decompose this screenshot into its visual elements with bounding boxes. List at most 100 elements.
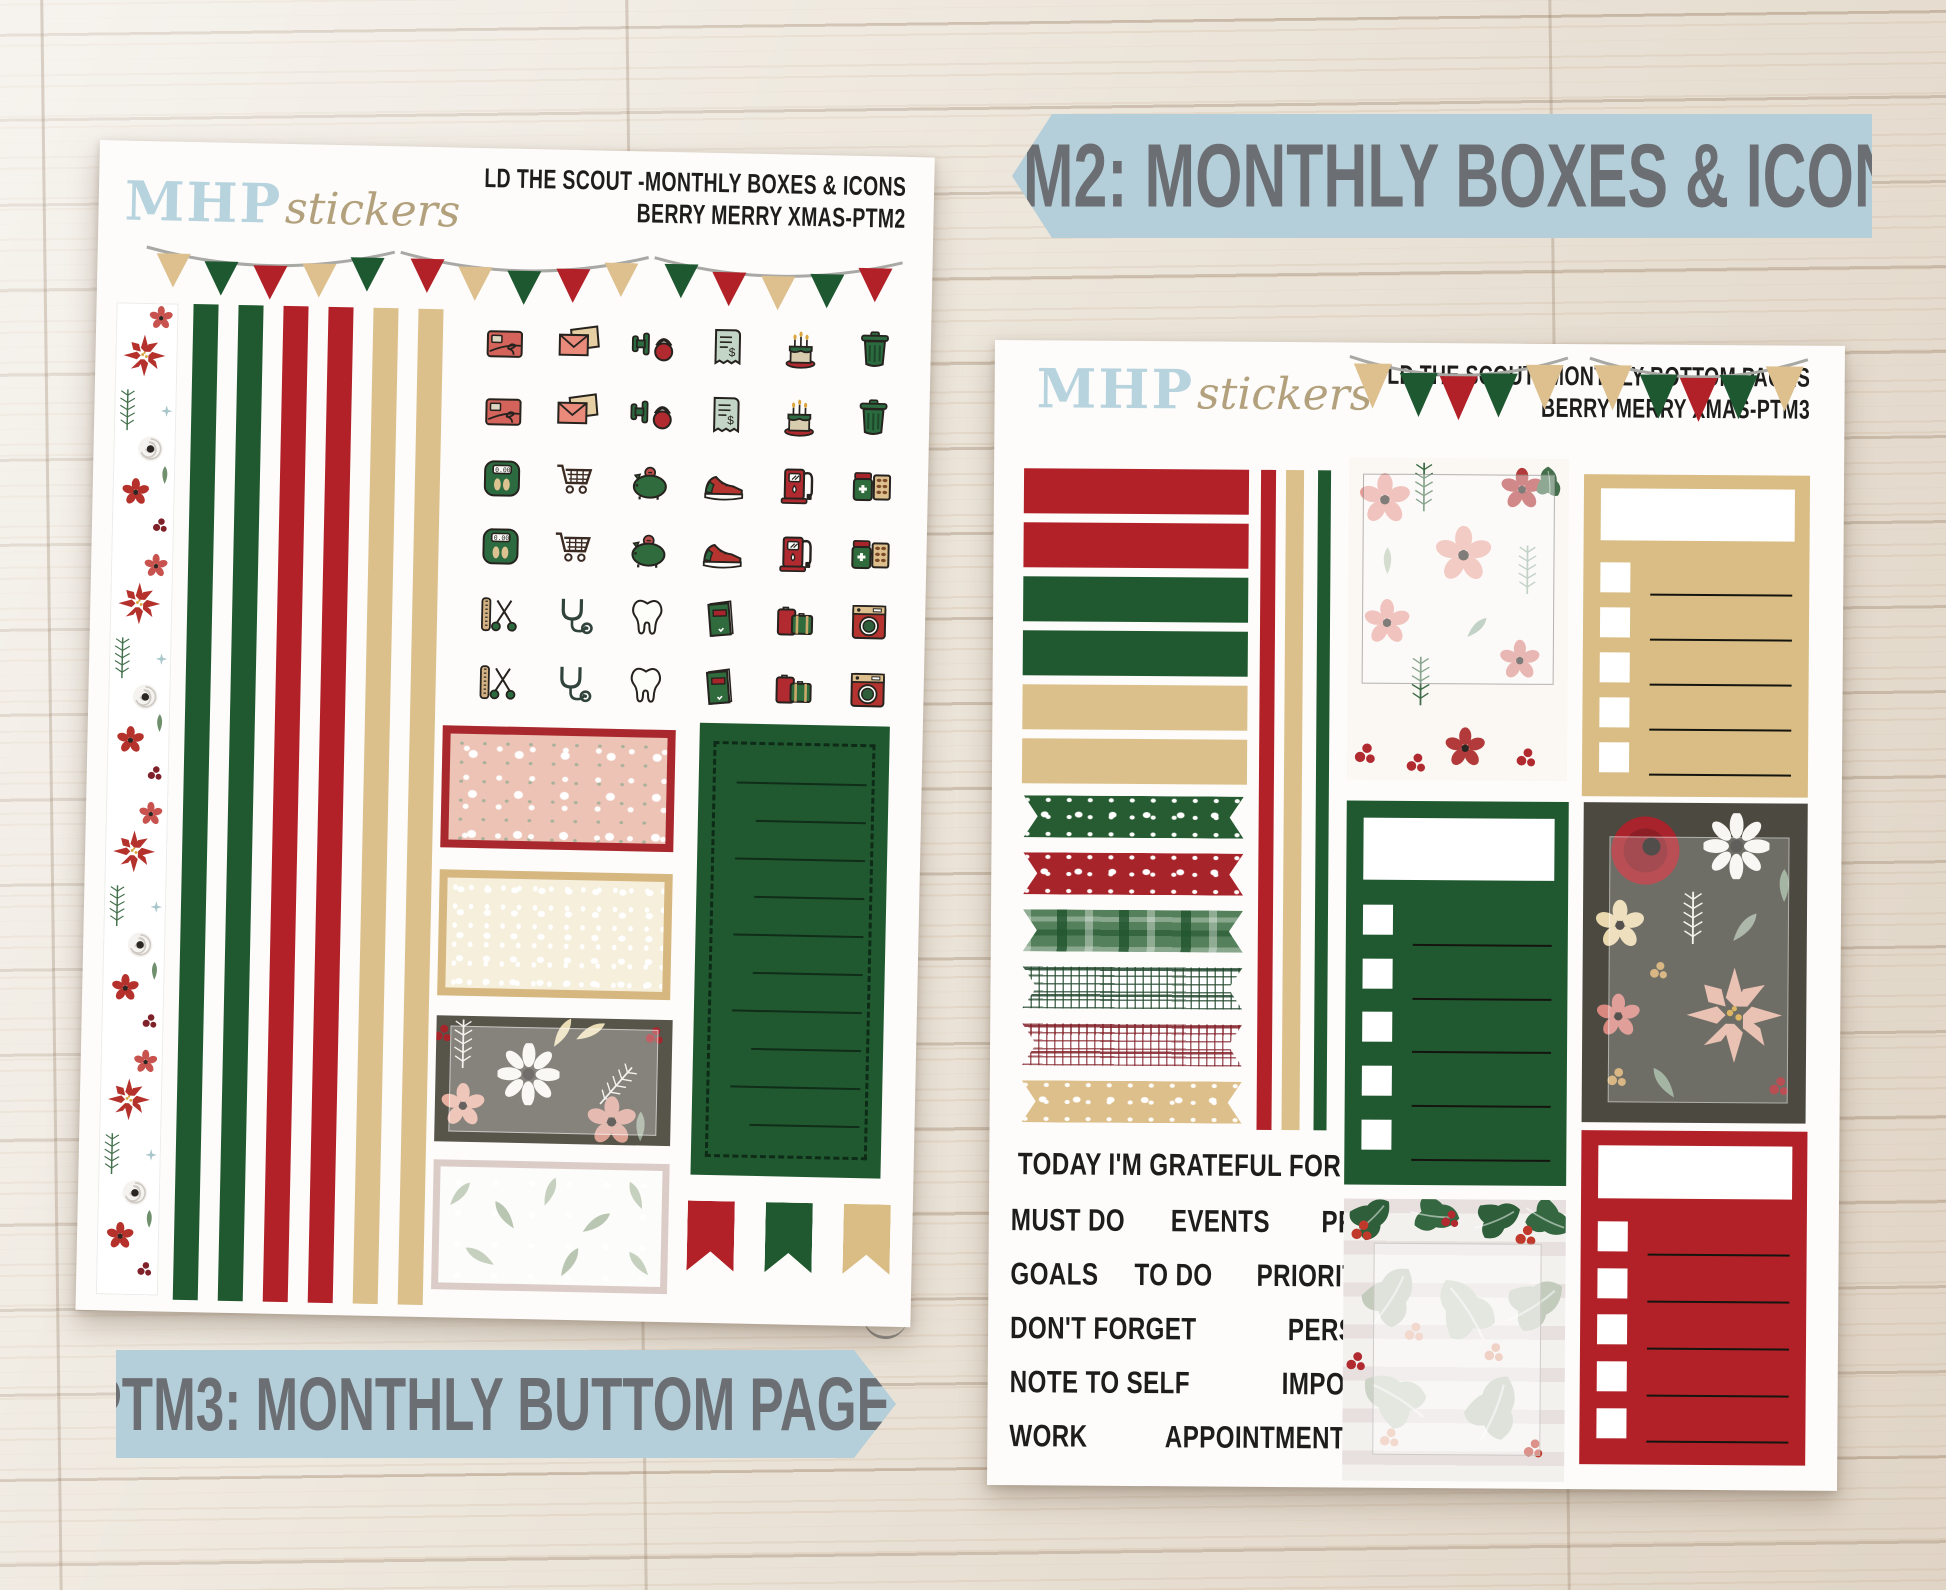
washing-machine-icon [843,666,892,715]
vellum-overlay [1607,836,1790,1104]
stethoscope-icon [549,592,598,641]
flag-sticker-green [764,1202,812,1273]
stripe-sticker-red [307,306,354,1304]
callout-label-ptm2-text: PTM2: MONTHLY BOXES & ICONS [945,125,1939,227]
scale-icon [478,454,527,503]
word-goals: GOALS [1010,1256,1099,1292]
bar-sticker-green [1022,630,1248,677]
scale-icon [476,522,525,571]
banner-swag [654,256,903,311]
gift-icon [479,386,528,435]
cart-icon [550,524,599,573]
sticker-sheet-ptm2: MHP stickers LD THE SCOUT -MONTHLY BOXES… [75,140,935,1328]
gift-icon [480,318,529,367]
banner-swag [146,245,396,300]
stripe-sticker-red [262,305,309,1303]
washi-green-plaid [1023,909,1243,953]
bar-sticker-red [1023,522,1249,569]
luggage-icon [769,664,818,713]
stripe-sticker-green [217,304,264,1302]
comb-scissors-icon [473,658,522,707]
gas-pump-icon [773,460,822,509]
flag-sticker-tan [842,1204,890,1275]
vellum-overlay [448,1025,659,1136]
receipt-icon [701,391,750,440]
receipt-icon [702,323,751,372]
pink-floral-box-sticker [1346,457,1570,782]
sneaker-icon [698,527,747,576]
stethoscope-icon [547,660,596,709]
word-events: EVENTS [1171,1203,1271,1239]
pennant-banner-sticker [1346,346,1811,425]
bar-sticker-green [1023,576,1249,623]
weights-icon [628,321,677,370]
vellum-overlay [1372,1242,1542,1456]
logo-mhp-text: MHP [124,168,283,236]
thin-stripe-red [1256,469,1277,1130]
book-icon [695,663,744,712]
piggy-bank-icon [624,525,673,574]
weights-icon [627,389,676,438]
pink-floral-box-sticker [440,725,676,853]
medicine-icon [847,462,896,511]
trash-icon [850,326,899,375]
banner-swag [1349,355,1569,421]
green-lined-notes-sticker [690,722,890,1179]
tan-checklist-box-sticker [1581,474,1811,798]
holly-floral-box-sticker [1342,1198,1567,1483]
washi-tan-dots [1022,1080,1242,1124]
washi-green-dots [1024,795,1244,839]
cake-icon [776,324,825,373]
thin-stripe-tan [1281,470,1305,1131]
vellum-overlay [1361,473,1556,685]
checklist-header-bar [1597,1145,1793,1201]
flag-sticker-red [686,1201,734,1272]
pennant-banner-sticker [143,239,906,323]
checklist-header-bar [1362,817,1555,881]
red-checklist-box-sticker [1579,1130,1808,1466]
sneaker-icon [699,459,748,508]
dark-poinsettia-box-sticker [1581,802,1808,1124]
callout-label-ptm2: PTM2: MONTHLY BOXES & ICONS [1012,114,1872,238]
plank-seam [39,0,64,1590]
gas-pump-icon [772,528,821,577]
medicine-icon [846,530,895,579]
cart-icon [551,456,600,505]
tooth-icon [623,593,672,642]
bar-sticker-tan [1021,738,1248,785]
washi-green-grid [1022,966,1242,1010]
sheet-header: LD THE SCOUT -MONTHLY BOXES & ICONS BERR… [319,159,906,236]
banner-swag [400,250,650,305]
word-note-to-self: NOTE TO SELF [1009,1364,1191,1401]
stripe-sticker-green [172,303,219,1301]
thin-stripe-green [1313,470,1332,1131]
bar-sticker-red [1023,468,1250,515]
stitch-border [704,740,876,1161]
washi-red-grid [1022,1023,1242,1067]
checklist-header-bar [1600,488,1796,542]
mail-icon [554,320,603,369]
icon-sticker-grid [460,308,912,725]
green-checklist-box-sticker [1344,800,1569,1187]
comb-scissors-icon [475,590,524,639]
stripe-sticker-tan [352,307,399,1305]
luggage-icon [771,596,820,645]
mail-icon [553,388,602,437]
word-work: WORK [1009,1418,1088,1454]
word-grateful: TODAY I'M GRATEFUL FOR [1017,1146,1342,1184]
word-must-do: MUST DO [1010,1202,1126,1238]
sticker-sheet-ptm3: MHP stickers LD THE SCOUT -MONTHLY BOTTO… [987,340,1845,1491]
word-appointments: APPOINTMENTS [1164,1419,1362,1456]
washi-red-dots [1023,852,1243,896]
washing-machine-icon [845,598,894,647]
cake-icon [775,392,824,441]
piggy-bank-icon [625,457,674,506]
white-leaves-box-sticker [431,1159,670,1295]
book-icon [697,595,746,644]
tooth-icon [621,661,670,710]
callout-label-ptm3-text: PTM3: MONTHLY BUTTOM PAGES [87,1361,925,1447]
logo-mhp-text: MHP [1036,356,1195,422]
dark-floral-box-sticker [434,1015,673,1147]
word-dont-forget: DON'T FORGET [1009,1310,1197,1347]
